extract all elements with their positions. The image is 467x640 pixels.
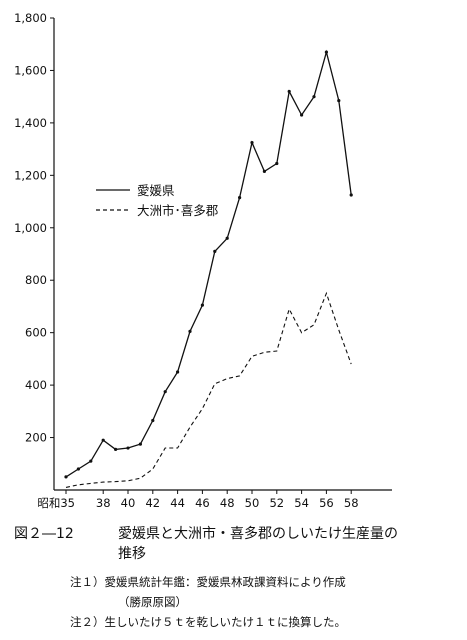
y-axis	[50, 17, 55, 490]
series-point-1	[349, 193, 353, 197]
series-point-1	[176, 370, 180, 374]
note-source: 注１）愛媛県統計年鑑：愛媛県林政課資料により作成	[70, 575, 346, 589]
series-point-1	[138, 442, 142, 446]
y-tick-label: 1,200	[14, 168, 47, 182]
series-point-1	[225, 236, 229, 240]
series-point-1	[188, 329, 192, 333]
x-tick-label: 38	[96, 496, 111, 510]
y-tick-label: 600	[25, 326, 47, 340]
x-tick-label: 48	[220, 496, 235, 510]
series-lines	[64, 49, 353, 488]
series-point-1	[163, 390, 167, 394]
series-line-1	[65, 49, 352, 478]
x-tick-label: 54	[294, 496, 309, 510]
note-conversion: 注２）生しいたけ５ｔを乾しいたけ１ｔに換算した。	[70, 615, 346, 629]
y-tick-label: 1,000	[14, 221, 47, 235]
x-tick-label: 40	[121, 496, 136, 510]
figure-number: 図２―12	[14, 526, 74, 542]
series-point-1	[200, 303, 204, 307]
series-point-1	[89, 459, 93, 463]
series-point-1	[324, 50, 328, 54]
y-tick-label: 400	[25, 378, 47, 392]
series-point-1	[300, 113, 304, 117]
series-point-1	[312, 95, 316, 99]
series-point-1	[213, 249, 217, 253]
legend-label-2: 大洲市･喜多郡	[137, 203, 218, 218]
series-point-1	[101, 438, 105, 442]
legend-label-1: 愛媛県	[137, 183, 175, 198]
y-tick-label: 1,400	[14, 116, 47, 130]
x-tick-label: 42	[145, 496, 160, 510]
series-point-1	[238, 196, 242, 200]
series-point-1	[64, 475, 68, 479]
y-tick-label: 800	[25, 273, 47, 287]
series-point-1	[250, 140, 254, 145]
y-tick-labels: 200 400 600 800 1,000 1,200 1,400 1,600 1,800	[14, 11, 47, 445]
series-line-2	[65, 291, 352, 488]
series-point-1	[275, 161, 279, 166]
y-tick-label: 200	[25, 431, 47, 445]
x-axis	[54, 489, 392, 494]
series-point-1	[337, 99, 341, 103]
x-tick-label: 50	[245, 496, 260, 510]
x-tick-label: 46	[195, 496, 210, 510]
x-tick-label: 56	[319, 496, 334, 510]
x-tick-label: 52	[269, 496, 284, 510]
x-tick-label: 昭和35	[37, 496, 75, 510]
x-tick-label: 58	[344, 496, 359, 510]
x-tick-labels: 昭和35 38 40 42 44 46 48 50 52 54 56 58	[37, 496, 358, 510]
series-point-1	[287, 89, 291, 94]
series-point-1	[126, 446, 130, 450]
series-point-1	[114, 447, 118, 451]
line-chart: 200 400 600 800 1,000 1,200 1,400 1,600 1,800 昭和…	[14, 11, 392, 510]
y-tick-label: 1,800	[14, 11, 47, 25]
figure-title: 愛媛県と大洲市・喜多郡のしいたけ生産量の推移	[118, 526, 398, 562]
series-point-1	[76, 467, 80, 471]
y-tick-label: 1,600	[14, 63, 47, 77]
note-author: （勝原原図）	[118, 595, 187, 609]
series-point-1	[262, 169, 266, 173]
series-point-1	[151, 418, 155, 423]
x-tick-label: 44	[170, 496, 185, 510]
